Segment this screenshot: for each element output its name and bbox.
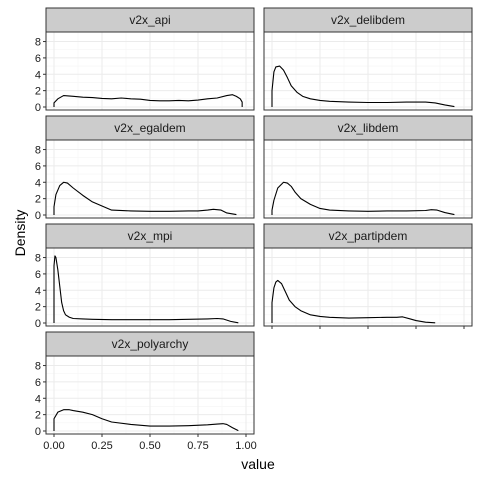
facet-v2x_egaldem: v2x_egaldem: [45, 115, 255, 219]
facet-panels: v2x_api v2x_delibdem v2x_egaldem v2x_libdem…: [45, 7, 473, 435]
x-tick-label: 1.00: [235, 440, 256, 452]
panel-grid: [264, 32, 472, 110]
panel-grid: [46, 32, 254, 110]
y-tick-label: 6: [35, 161, 41, 173]
facet-strip: [263, 115, 473, 141]
y-tick-label: 8: [35, 37, 41, 49]
y-tick-label: 0: [35, 102, 41, 114]
facet-strip: [45, 331, 255, 357]
panel-border: [45, 247, 255, 327]
x-axis-title: value: [241, 456, 275, 472]
x-tick-label: 0.25: [91, 440, 112, 452]
facet-v2x_api: v2x_api: [45, 7, 255, 111]
density-line-v2x_delibdem: [271, 65, 455, 108]
facet-v2x_mpi: v2x_mpi: [45, 223, 255, 327]
panel-grid: [264, 248, 472, 326]
y-tick-label: 0: [35, 318, 41, 330]
y-tick-label: 2: [35, 86, 41, 98]
density-line-v2x_mpi: [53, 255, 239, 324]
y-tick-label: 2: [35, 302, 41, 314]
facet-strip: [45, 115, 255, 141]
facet-v2x_libdem: v2x_libdem: [263, 115, 473, 219]
facet-strip-label: v2x_mpi: [128, 229, 173, 243]
x-tick-label: 0.50: [139, 440, 160, 452]
axes-layer: 0 2 4 6 8 0 2 4 6 8 0 2 4 6 8 0 2 4 6 8 0.00 0.25 0.50 0.75 1.00: [35, 37, 465, 452]
y-tick-label: 2: [35, 410, 41, 422]
panel-border: [263, 139, 473, 219]
y-tick-label: 4: [35, 393, 41, 405]
facet-strip-label: v2x_delibdem: [331, 13, 405, 27]
y-tick-label: 6: [35, 53, 41, 65]
y-tick-label: 8: [35, 361, 41, 373]
facet-strip-label: v2x_partipdem: [329, 229, 408, 243]
y-tick-label: 8: [35, 145, 41, 157]
y-tick-label: 8: [35, 253, 41, 265]
x-tick-label: 0.75: [187, 440, 208, 452]
x-tick-label: 0.00: [43, 440, 64, 452]
density-line-v2x_egaldem: [53, 181, 237, 216]
facet-strip-label: v2x_egaldem: [114, 121, 185, 135]
panel-grid: [46, 140, 254, 218]
facet-strip-label: v2x_api: [129, 13, 170, 27]
density-line-v2x_polyarchy: [53, 409, 239, 432]
facet-strip-label: v2x_libdem: [338, 121, 399, 135]
y-tick-label: 6: [35, 269, 41, 281]
density-line-v2x_libdem: [271, 181, 455, 216]
facet-strip: [45, 7, 255, 33]
panel-border: [45, 31, 255, 111]
density-line-v2x_api: [53, 94, 243, 107]
facet-strip-label: v2x_polyarchy: [112, 337, 189, 351]
y-axis-title: Density: [12, 210, 28, 257]
facet-v2x_delibdem: v2x_delibdem: [263, 7, 473, 111]
panel-border: [263, 31, 473, 111]
panel-border: [45, 139, 255, 219]
y-tick-label: 0: [35, 210, 41, 222]
y-tick-label: 4: [35, 69, 41, 81]
facet-v2x_polyarchy: v2x_polyarchy: [45, 331, 255, 435]
y-tick-label: 4: [35, 177, 41, 189]
y-tick-label: 6: [35, 377, 41, 389]
y-tick-label: 0: [35, 426, 41, 438]
facet-strip: [263, 223, 473, 249]
facet-v2x_partipdem: v2x_partipdem: [263, 223, 473, 327]
y-tick-label: 4: [35, 285, 41, 297]
density-line-v2x_partipdem: [271, 279, 436, 324]
panel-grid: [46, 356, 254, 434]
panel-grid: [264, 140, 472, 218]
facet-strip: [45, 223, 255, 249]
y-tick-label: 2: [35, 194, 41, 206]
